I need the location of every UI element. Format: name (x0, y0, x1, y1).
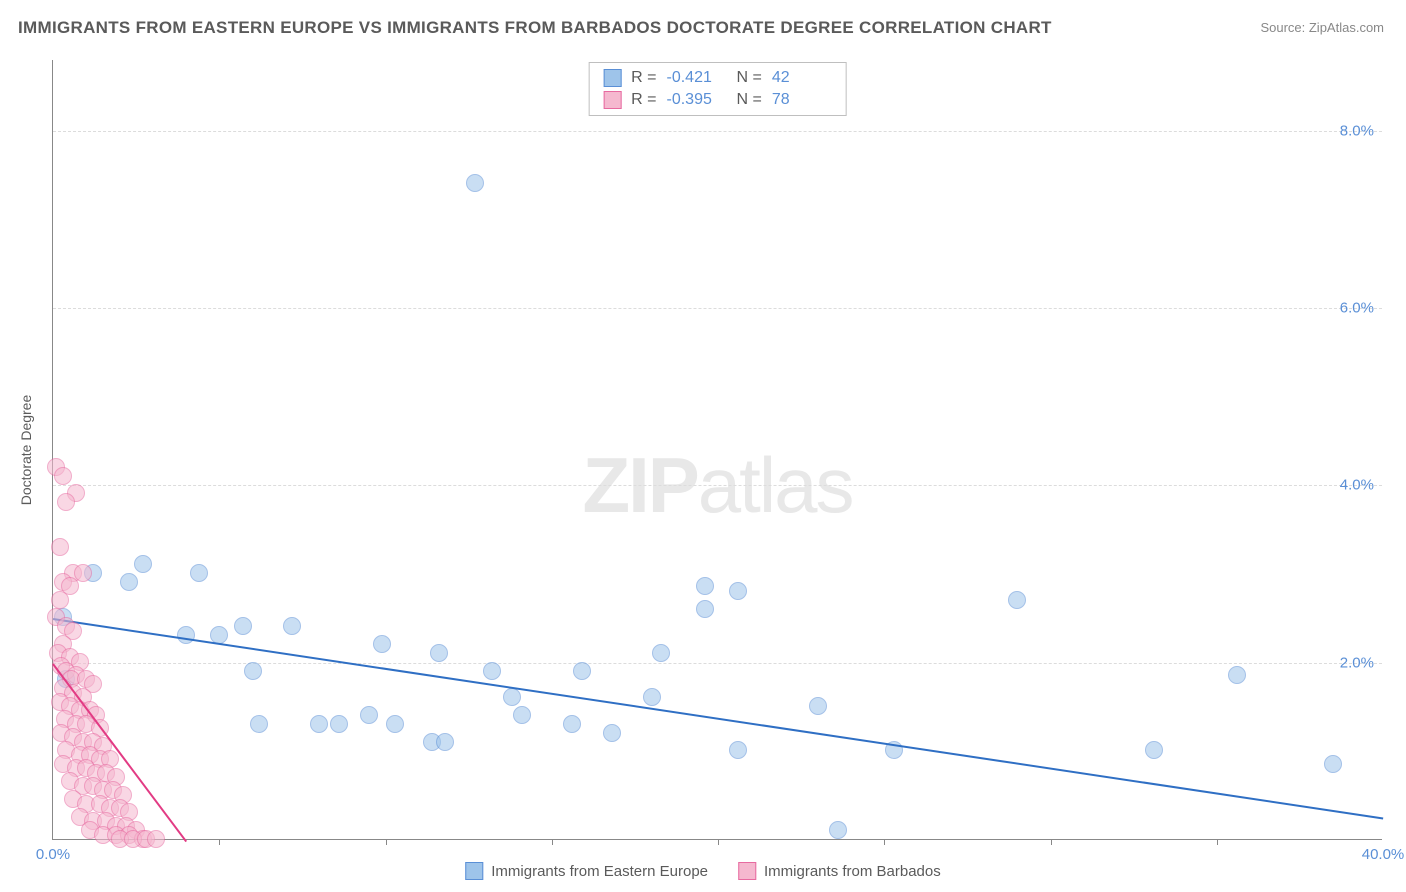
y-tick-label: 4.0% (1340, 477, 1374, 494)
r-label: R = (631, 69, 656, 87)
r-value-series1: -0.421 (667, 69, 727, 87)
data-point (177, 626, 195, 644)
correlation-chart: IMMIGRANTS FROM EASTERN EUROPE VS IMMIGR… (0, 0, 1406, 892)
x-tick-mark (1217, 839, 1218, 845)
y-axis-label: Doctorate Degree (18, 395, 34, 506)
data-point (466, 174, 484, 192)
data-point (310, 715, 328, 733)
stats-row-series1: R = -0.421 N = 42 (603, 67, 832, 89)
x-tick-mark (552, 839, 553, 845)
x-tick-label: 40.0% (1362, 846, 1405, 863)
data-point (1008, 591, 1026, 609)
data-point (696, 577, 714, 595)
data-point (120, 573, 138, 591)
data-point (436, 733, 454, 751)
data-point (74, 564, 92, 582)
data-point (729, 582, 747, 600)
data-point (373, 635, 391, 653)
r-label: R = (631, 91, 656, 109)
y-tick-label: 6.0% (1340, 300, 1374, 317)
data-point (250, 715, 268, 733)
x-tick-label: 0.0% (36, 846, 70, 863)
data-point (829, 821, 847, 839)
gridline (53, 485, 1382, 486)
data-point (563, 715, 581, 733)
data-point (234, 617, 252, 635)
source-label: Source: ZipAtlas.com (1260, 20, 1384, 35)
data-point (190, 564, 208, 582)
data-point (573, 662, 591, 680)
data-point (51, 591, 69, 609)
swatch-series2 (738, 862, 756, 880)
data-point (1145, 741, 1163, 759)
data-point (643, 688, 661, 706)
data-point (503, 688, 521, 706)
swatch-series2 (603, 91, 621, 109)
legend-item-series2: Immigrants from Barbados (738, 862, 941, 880)
y-tick-label: 8.0% (1340, 122, 1374, 139)
data-point (57, 493, 75, 511)
data-point (483, 662, 501, 680)
data-point (147, 830, 165, 848)
stats-box: R = -0.421 N = 42 R = -0.395 N = 78 (588, 62, 847, 116)
swatch-series1 (465, 862, 483, 880)
n-label: N = (737, 69, 762, 87)
n-label: N = (737, 91, 762, 109)
data-point (729, 741, 747, 759)
data-point (696, 600, 714, 618)
x-tick-mark (1051, 839, 1052, 845)
legend-label-series1: Immigrants from Eastern Europe (491, 863, 708, 880)
y-tick-label: 2.0% (1340, 654, 1374, 671)
chart-title: IMMIGRANTS FROM EASTERN EUROPE VS IMMIGR… (18, 18, 1052, 38)
legend-item-series1: Immigrants from Eastern Europe (465, 862, 708, 880)
gridline (53, 131, 1382, 132)
data-point (652, 644, 670, 662)
data-point (51, 538, 69, 556)
data-point (244, 662, 262, 680)
plot-area: ZIPatlas R = -0.421 N = 42 R = -0.395 N … (52, 60, 1382, 840)
x-tick-mark (386, 839, 387, 845)
data-point (386, 715, 404, 733)
x-tick-mark (884, 839, 885, 845)
legend: Immigrants from Eastern Europe Immigrant… (465, 862, 940, 880)
data-point (134, 555, 152, 573)
data-point (603, 724, 621, 742)
data-point (1228, 666, 1246, 684)
data-point (283, 617, 301, 635)
legend-label-series2: Immigrants from Barbados (764, 863, 941, 880)
data-point (360, 706, 378, 724)
x-tick-mark (219, 839, 220, 845)
swatch-series1 (603, 69, 621, 87)
data-point (513, 706, 531, 724)
gridline (53, 308, 1382, 309)
x-tick-mark (718, 839, 719, 845)
r-value-series2: -0.395 (667, 91, 727, 109)
data-point (1324, 755, 1342, 773)
data-point (330, 715, 348, 733)
data-point (54, 467, 72, 485)
n-value-series1: 42 (772, 69, 832, 87)
data-point (809, 697, 827, 715)
n-value-series2: 78 (772, 91, 832, 109)
data-point (430, 644, 448, 662)
stats-row-series2: R = -0.395 N = 78 (603, 89, 832, 111)
